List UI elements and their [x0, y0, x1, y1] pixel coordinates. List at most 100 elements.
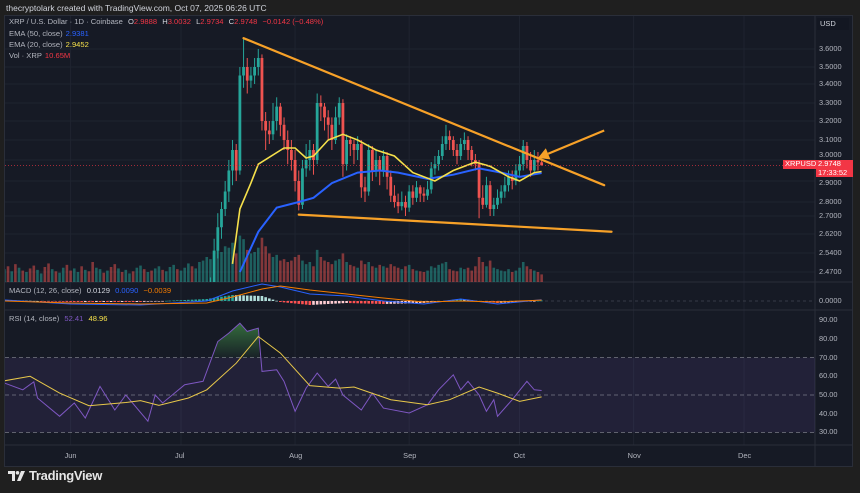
- volume-bar: [477, 257, 481, 282]
- rsi-tick-label: 90.00: [819, 315, 838, 325]
- volume-bar: [245, 249, 249, 282]
- macd-histogram-bar: [352, 301, 356, 304]
- volume-bar: [238, 235, 242, 282]
- currency-label[interactable]: USD: [817, 18, 849, 30]
- macd-histogram-bar: [330, 301, 334, 304]
- candle-body: [290, 150, 293, 160]
- macd-histogram-bar: [234, 295, 238, 301]
- macd-histogram-bar: [260, 296, 264, 301]
- macd-histogram-bar: [183, 300, 186, 301]
- volume-bar: [172, 264, 175, 282]
- macd-histogram-bar: [161, 301, 164, 302]
- volume-bar: [323, 260, 326, 282]
- macd-histogram-bar: [371, 301, 374, 304]
- tradingview-logo[interactable]: TradingView: [8, 468, 102, 483]
- candle-body: [337, 103, 341, 118]
- drawings[interactable]: [5, 37, 815, 233]
- volume-bar: [50, 269, 54, 282]
- macd-histogram-bar: [532, 301, 536, 302]
- brand-name: TradingView: [29, 468, 103, 483]
- upper-trendline: [242, 37, 606, 187]
- macd-histogram-bar: [334, 301, 337, 304]
- candle-body: [323, 106, 326, 118]
- volume-bar: [153, 268, 157, 282]
- candle-body: [242, 67, 245, 76]
- candles: [209, 38, 544, 282]
- volume-bar: [227, 247, 231, 282]
- volume-bar: [161, 269, 164, 282]
- macd-histogram-bar: [282, 301, 286, 303]
- volume-bar: [330, 264, 334, 282]
- ema20-legend[interactable]: EMA (20, close) 2.9452: [9, 40, 92, 49]
- volume-bar: [348, 264, 352, 282]
- candle-body: [256, 58, 260, 67]
- candle-body: [264, 121, 268, 131]
- rsi-label: RSI (14, close): [9, 314, 60, 323]
- volume-bar: [400, 269, 404, 282]
- candle-body: [227, 170, 231, 192]
- price-tick-label: 2.7000: [819, 211, 842, 220]
- macd-histogram-bar: [135, 301, 139, 302]
- open-value: 2.9888: [133, 17, 158, 26]
- rsi-tick-label: 60.00: [819, 371, 838, 381]
- macd-histogram-bar: [536, 300, 540, 302]
- volume-bar: [216, 249, 220, 282]
- volume-bar: [396, 267, 400, 282]
- volume-bar: [87, 271, 91, 282]
- volume-bar: [297, 254, 301, 282]
- price-tick-label: 3.2000: [819, 116, 842, 125]
- candle-body: [540, 162, 544, 166]
- candle-body: [503, 185, 507, 192]
- macd-legend[interactable]: MACD (12, 26, close) 0.0129 0.0090 −0.00…: [9, 286, 174, 295]
- volume-bar: [168, 267, 172, 282]
- volume-bar: [521, 262, 525, 282]
- volume-bar: [529, 269, 532, 282]
- change-value: −0.0142 (−0.48%): [262, 17, 324, 26]
- volume-bar: [205, 257, 209, 282]
- volume-bar: [102, 272, 106, 282]
- macd-histogram-bar: [249, 295, 253, 301]
- macd-histogram-bar: [65, 301, 69, 302]
- macd-histogram-bar: [61, 301, 65, 302]
- macd-histogram-bar: [50, 301, 54, 302]
- candle-body: [223, 191, 227, 209]
- macd-histogram-bar: [297, 301, 301, 304]
- candle-body: [444, 136, 448, 144]
- candle-body: [275, 106, 279, 121]
- symbol-legend[interactable]: XRP / U.S. Dollar · 1D · Coinbase O2.988…: [9, 17, 326, 26]
- rsi-legend[interactable]: RSI (14, close) 52.41 48.96: [9, 314, 111, 323]
- candle-body: [404, 202, 407, 208]
- volume-bar: [17, 267, 21, 282]
- macd-histogram-bar: [231, 295, 234, 301]
- volume-bar: [36, 269, 39, 282]
- volume-legend[interactable]: Vol · XRP 10.65M: [9, 51, 73, 60]
- candle-body: [326, 117, 330, 125]
- volume-bar: [268, 253, 271, 282]
- volume-bar: [470, 270, 474, 282]
- volume-bar: [455, 271, 459, 282]
- volume-bar: [463, 269, 466, 282]
- candle-body: [415, 187, 418, 198]
- price-tick-label: 3.5000: [819, 62, 842, 71]
- macd-histogram-bar: [157, 301, 161, 302]
- time-tick-label: Aug: [289, 451, 303, 460]
- volume-bar: [47, 263, 50, 282]
- candle-body: [308, 150, 312, 160]
- ema50-legend[interactable]: EMA (50, close) 2.9381: [9, 29, 92, 38]
- volume-bar: [411, 269, 415, 282]
- volume-value: 10.65M: [44, 51, 71, 60]
- volume-bar: [264, 246, 267, 282]
- volume-bar: [271, 257, 275, 282]
- price-tick-label: 2.6200: [819, 229, 842, 238]
- volume-bar: [124, 269, 128, 282]
- candle-body: [462, 140, 466, 144]
- volume-bar: [315, 249, 319, 282]
- candle-body: [382, 156, 385, 171]
- tradingview-logo-icon: [8, 470, 25, 481]
- volume-bar: [150, 270, 153, 282]
- candle-body: [231, 150, 234, 171]
- volume-bar: [404, 266, 407, 282]
- macd-histogram-bar: [319, 301, 323, 305]
- volume-bar: [32, 265, 36, 282]
